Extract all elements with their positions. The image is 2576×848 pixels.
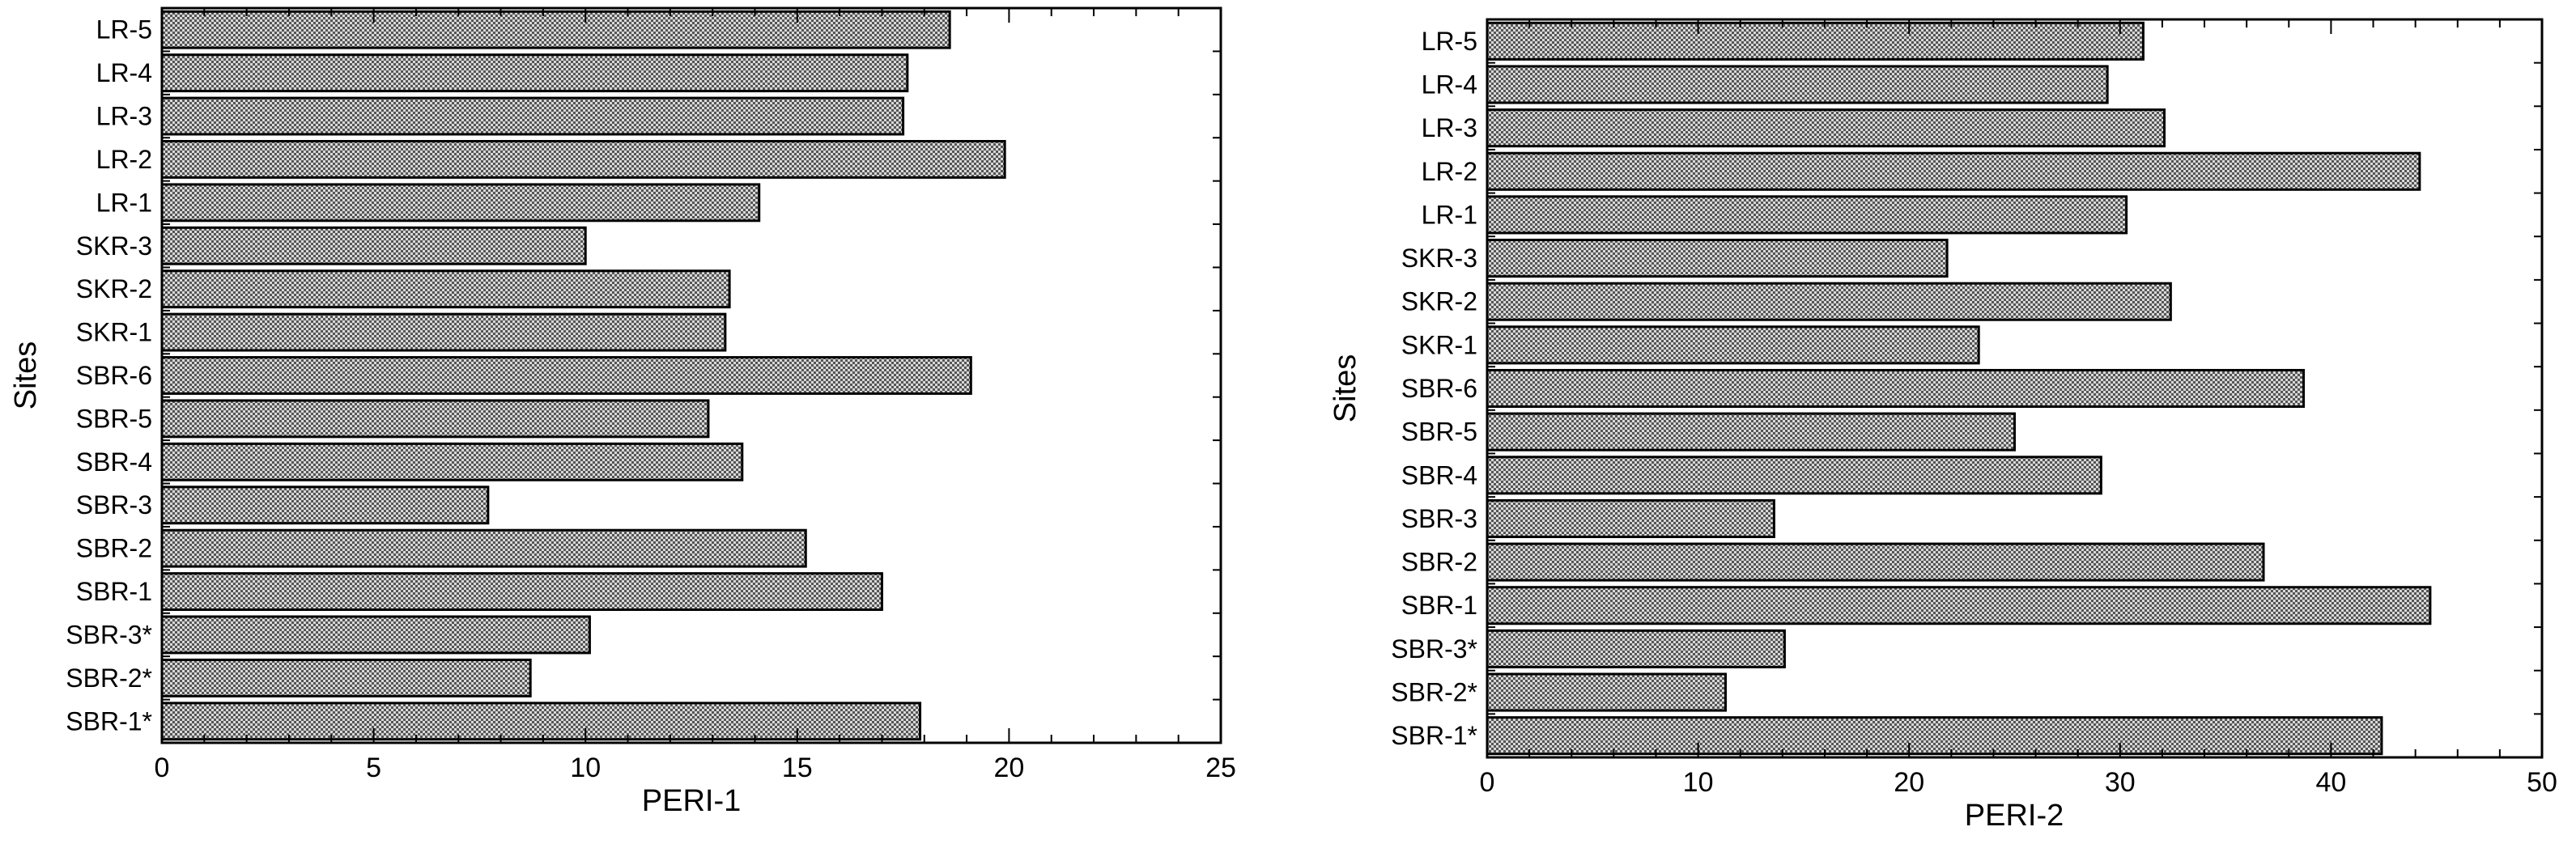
category-label: SBR-5 — [1401, 418, 1477, 447]
bar-lr-3 — [1486, 108, 2166, 148]
category-label: SBR-4 — [76, 447, 152, 477]
category-label: SBR-3 — [1401, 504, 1477, 533]
y-axis-title: Sites — [1328, 354, 1362, 422]
category-label: SBR-1* — [66, 706, 152, 736]
category-label: SBR-6 — [76, 361, 152, 390]
category-label: SKR-1 — [76, 318, 152, 347]
plot-frame — [1486, 18, 2544, 759]
x-tick-label: 20 — [993, 753, 1024, 783]
bar-sbr-3 — [1486, 498, 1775, 538]
bar-skr-1 — [1486, 325, 1980, 365]
bar-sbr-5 — [160, 399, 710, 439]
bar-lr-1 — [1486, 195, 2128, 235]
x-tick-label: 5 — [366, 753, 381, 783]
x-tick-label: 40 — [2315, 767, 2346, 798]
category-label: SKR-1 — [1401, 330, 1477, 359]
category-label: SKR-2 — [1401, 287, 1477, 316]
bar-skr-1 — [160, 312, 727, 352]
category-label: LR-4 — [96, 58, 152, 87]
category-label: SBR-2 — [1401, 548, 1477, 577]
x-tick-label: 30 — [2105, 767, 2136, 798]
category-label: SBR-2* — [66, 664, 152, 693]
category-label: LR-5 — [1422, 27, 1477, 56]
bar-lr-2 — [160, 140, 1006, 179]
x-tick-label: 15 — [782, 753, 813, 783]
bar-sbr-3- — [160, 615, 591, 655]
x-tick-label: 10 — [570, 753, 601, 783]
category-label: LR-2 — [1422, 157, 1477, 186]
category-label: SBR-3* — [1391, 634, 1477, 664]
bar-sbr-2- — [160, 658, 532, 697]
x-tick-label: 0 — [1480, 767, 1495, 798]
bar-lr-5 — [1486, 21, 2145, 61]
bar-sbr-1- — [1486, 716, 2383, 756]
x-tick-label: 50 — [2527, 767, 2557, 798]
category-label: SBR-5 — [76, 404, 152, 433]
bar-sbr-3 — [160, 485, 490, 525]
bar-sbr-2 — [1486, 542, 2265, 582]
bar-skr-3 — [160, 226, 587, 265]
bar-lr-1 — [160, 183, 761, 223]
bar-sbr-4 — [1486, 456, 2102, 495]
bar-skr-2 — [1486, 282, 2172, 321]
bar-sbr-5 — [1486, 412, 2016, 452]
plot-frame — [160, 6, 1222, 744]
peri-2-chart: SBR-1* SBR-2* SBR-3* SBR-1 SBR-2 SBR-3 SBR-4 SB… — [1328, 18, 2557, 833]
category-label: LR-2 — [96, 145, 152, 174]
category-label: SBR-6 — [1401, 374, 1477, 403]
category-label: SKR-3 — [76, 231, 152, 261]
category-label: SBR-2* — [1391, 678, 1477, 707]
bar-sbr-2- — [1486, 672, 1727, 712]
peri-1-chart: SBR-1* SBR-2* SBR-3* SBR-1 SBR-2 SBR-3 SBR-4 SB… — [9, 6, 1236, 818]
bar-sbr-3- — [1486, 629, 1786, 668]
category-label: SBR-1 — [76, 577, 152, 606]
category-label: SBR-1 — [1401, 591, 1477, 620]
category-label: LR-3 — [1422, 113, 1477, 142]
bar-lr-4 — [160, 53, 909, 93]
x-axis-title: PERI-2 — [1965, 799, 2064, 833]
bar-sbr-4 — [160, 442, 744, 481]
category-label: SBR-3 — [76, 490, 152, 519]
x-tick-label: 0 — [155, 753, 170, 783]
bar-skr-3 — [1486, 239, 1949, 278]
x-tick-label: 10 — [1683, 767, 1714, 798]
bar-lr-2 — [1486, 151, 2421, 191]
bar-skr-2 — [160, 269, 731, 309]
bar-sbr-1 — [1486, 586, 2432, 625]
x-axis-title: PERI-1 — [642, 784, 741, 818]
category-label: LR-4 — [1422, 70, 1477, 99]
bar-lr-5 — [160, 10, 951, 49]
bar-lr-4 — [1486, 65, 2109, 104]
category-label: LR-1 — [1422, 200, 1477, 229]
x-tick-label: 20 — [1894, 767, 1924, 798]
bar-sbr-1 — [160, 572, 883, 611]
bar-sbr-6 — [160, 356, 972, 395]
category-label: SKR-2 — [76, 274, 152, 303]
category-label: SKR-3 — [1401, 244, 1477, 273]
bar-sbr-1- — [160, 702, 922, 741]
category-label: SBR-2 — [76, 534, 152, 563]
category-label: LR-5 — [96, 15, 152, 45]
bar-lr-3 — [160, 96, 905, 136]
y-axis-title: Sites — [9, 341, 43, 409]
x-tick-label: 25 — [1205, 753, 1236, 783]
category-label: SBR-4 — [1401, 460, 1477, 490]
bar-sbr-6 — [1486, 368, 2306, 409]
category-label: LR-1 — [96, 188, 152, 217]
bar-sbr-2 — [160, 528, 807, 568]
category-label: LR-3 — [96, 102, 152, 131]
category-label: SBR-1* — [1391, 721, 1477, 750]
category-label: SBR-3* — [66, 620, 152, 649]
